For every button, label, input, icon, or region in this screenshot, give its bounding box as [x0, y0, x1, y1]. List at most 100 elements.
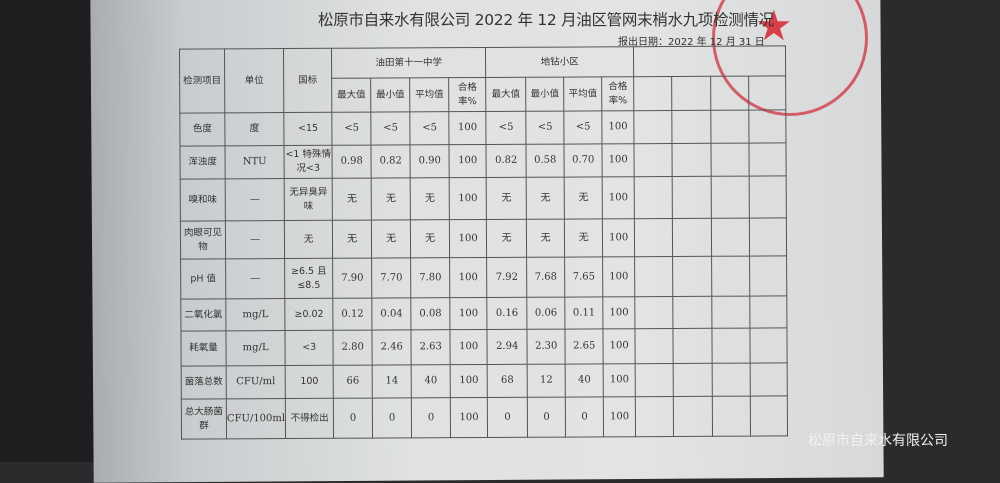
- value-cell: 无: [526, 219, 565, 258]
- empty-cell: [634, 176, 673, 219]
- value-cell: 100: [601, 110, 635, 144]
- unit-cell: mg/L: [225, 298, 286, 331]
- empty-cell: [671, 76, 711, 111]
- value-cell: 无: [332, 178, 372, 221]
- value-cell: 无: [486, 219, 527, 258]
- value-cell: 14: [372, 364, 412, 399]
- value-cell: 40: [411, 364, 451, 398]
- empty-cell: [750, 327, 788, 364]
- value-cell: 无: [526, 177, 565, 220]
- subheader-2-2: 平均值: [563, 76, 602, 112]
- standard-cell: <1 特殊情况<3: [284, 145, 333, 179]
- standard-cell: 无异臭异味: [284, 178, 333, 221]
- value-cell: <5: [331, 112, 372, 146]
- value-cell: 无: [410, 219, 450, 258]
- empty-cell: [748, 109, 787, 144]
- value-cell: 7.68: [526, 257, 565, 298]
- empty-cell: [711, 296, 751, 329]
- table-row: 色度度 <15 <5 <5 <5 100 <5 <5 <5 100: [179, 109, 787, 147]
- value-cell: 0.82: [486, 144, 527, 178]
- empty-cell: [673, 396, 713, 437]
- standard-cell: 100: [285, 365, 334, 399]
- document-title: 松原市自来水有限公司 2022 年 12 月油区管网末梢水九项检测情况: [318, 11, 774, 29]
- value-cell: 2.63: [411, 329, 451, 365]
- value-cell: 0: [527, 397, 566, 438]
- value-cell: 100: [602, 296, 636, 329]
- standard-cell: 不得检出: [285, 398, 334, 439]
- empty-cell: [712, 328, 751, 364]
- item-cell: 二氧化氯: [180, 298, 226, 332]
- empty-cell: [710, 76, 749, 111]
- value-cell: 100: [449, 257, 487, 298]
- unit-cell: NTU: [224, 145, 285, 179]
- header-site2: 地钻小区: [485, 46, 634, 78]
- value-cell: 无: [371, 177, 411, 221]
- value-cell: 7.80: [410, 257, 450, 298]
- value-cell: 0.06: [526, 297, 566, 330]
- watermark: 松原市自来水有限公司: [808, 433, 948, 449]
- standard-cell: ≥6.5 且≤8.5: [284, 258, 333, 299]
- subheader-1-3: 合格率%: [448, 77, 486, 112]
- value-cell: <5: [409, 111, 450, 145]
- header-empty: [633, 45, 786, 77]
- empty-cell: [749, 255, 787, 297]
- value-cell: 100: [449, 297, 488, 330]
- value-cell: 0.08: [410, 297, 451, 330]
- table-row: 浑浊度 NTU <1 特殊情况<3 0.98 0.82 0.90 100 0.82 0.58 0.…: [179, 142, 787, 180]
- value-cell: 7.92: [486, 257, 527, 298]
- subheader-1-1: 最小值: [370, 77, 410, 113]
- value-cell: 0.04: [371, 297, 412, 331]
- empty-cell: [711, 218, 750, 257]
- unit-cell: CFU/ml: [226, 365, 286, 399]
- empty-cell: [712, 396, 751, 437]
- value-cell: 0: [333, 398, 373, 439]
- value-cell: <5: [525, 111, 565, 145]
- empty-cell: [635, 396, 674, 437]
- value-cell: 无: [410, 177, 450, 220]
- empty-cell: [634, 143, 673, 177]
- value-cell: 7.90: [332, 258, 372, 299]
- value-cell: 100: [602, 218, 635, 257]
- subheader-2-0: 最大值: [485, 77, 526, 112]
- empty-cell: [711, 143, 750, 177]
- unit-cell: —: [225, 258, 285, 299]
- empty-cell: [710, 110, 750, 144]
- value-cell: 100: [602, 256, 635, 297]
- table-row: 肉眼可见物 — 无无无无 100 无无无 100: [180, 217, 787, 260]
- value-cell: 0: [372, 397, 412, 439]
- empty-cell: [672, 176, 712, 219]
- empty-cell: [748, 75, 786, 111]
- value-cell: 68: [487, 364, 528, 398]
- standard-cell: ≥0.02: [284, 298, 334, 331]
- header-item: 检测项目: [179, 48, 225, 114]
- value-cell: 0.98: [332, 145, 372, 179]
- empty-cell: [750, 395, 788, 437]
- value-cell: 100: [603, 396, 636, 437]
- item-cell: pH 值: [180, 258, 226, 300]
- unit-cell: —: [225, 220, 285, 259]
- value-cell: 0: [565, 396, 604, 438]
- unit-cell: CFU/100ml: [226, 398, 286, 439]
- water-quality-table: 检测项目 单位 国标 油田第十一中学 地钻小区 最大值 最小值 平均值 合格率% 最大值…: [179, 45, 788, 440]
- value-cell: 无: [564, 218, 603, 258]
- value-cell: 100: [449, 177, 487, 220]
- value-cell: <5: [485, 111, 527, 145]
- standard-cell: <15: [283, 112, 333, 146]
- item-cell: 总大肠菌群: [181, 398, 227, 440]
- value-cell: 2.30: [527, 329, 566, 365]
- value-cell: 2.46: [372, 329, 412, 366]
- value-cell: <5: [563, 110, 603, 145]
- unit-cell: mg/L: [225, 330, 286, 366]
- value-cell: 无: [371, 219, 411, 259]
- unit-cell: —: [225, 178, 285, 221]
- value-cell: 0.11: [564, 296, 604, 330]
- stamp-star-icon: ★: [755, 1, 793, 50]
- empty-cell: [749, 217, 787, 257]
- subheader-1-0: 最大值: [331, 78, 371, 113]
- table-row: 总大肠菌群 CFU/100ml 不得检出 0 0 0 100 0 0 0 100: [181, 395, 788, 440]
- value-cell: 2.65: [565, 328, 604, 365]
- value-cell: 无: [564, 176, 603, 220]
- value-cell: 0: [487, 397, 528, 438]
- value-cell: 2.80: [333, 330, 373, 366]
- unit-cell: 度: [224, 112, 285, 146]
